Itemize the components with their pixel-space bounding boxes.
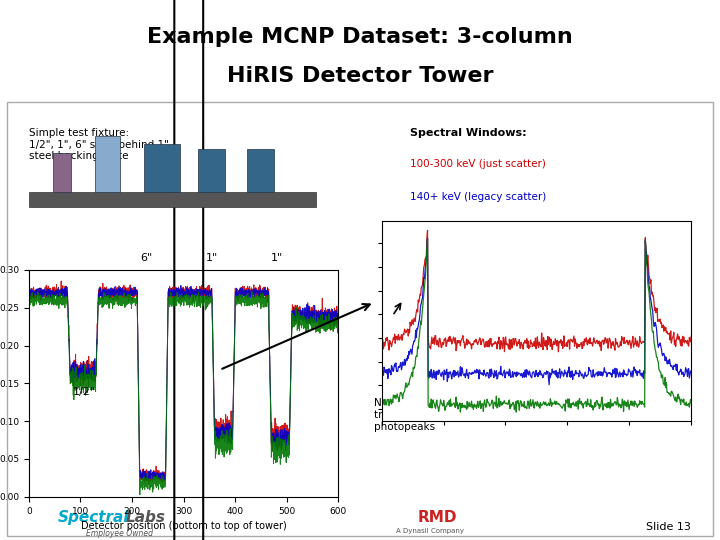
Text: RMD: RMD: [418, 510, 457, 525]
Text: Employee Owned: Employee Owned: [86, 529, 153, 538]
Text: A Dynasil Company: A Dynasil Company: [396, 528, 464, 534]
FancyBboxPatch shape: [95, 136, 120, 192]
Text: 1": 1": [270, 253, 283, 263]
FancyBboxPatch shape: [53, 153, 71, 192]
Text: Spectral Windows:: Spectral Windows:: [410, 128, 527, 138]
Text: 140+ keV (legacy scatter): 140+ keV (legacy scatter): [410, 192, 546, 202]
Text: 1": 1": [205, 253, 217, 263]
FancyBboxPatch shape: [198, 148, 225, 192]
FancyBboxPatch shape: [29, 192, 316, 207]
Text: Slide 13: Slide 13: [647, 522, 691, 532]
Text: 1/2": 1/2": [73, 387, 96, 397]
Text: Spectral: Spectral: [58, 510, 129, 525]
FancyBboxPatch shape: [246, 148, 274, 192]
Text: HiRIS Detector Tower: HiRIS Detector Tower: [227, 66, 493, 86]
Text: Labs: Labs: [126, 510, 166, 525]
Text: 6": 6": [140, 253, 153, 263]
Text: Simple test fixture:
1/2", 1", 6" steel behind 1"
steel backing plate: Simple test fixture: 1/2", 1", 6" steel …: [29, 128, 168, 161]
X-axis label: Detector position (bottom to top of tower): Detector position (bottom to top of towe…: [81, 521, 287, 531]
Text: 100-300 keV (just scatter): 100-300 keV (just scatter): [410, 159, 546, 169]
FancyBboxPatch shape: [144, 144, 180, 192]
Text: 1.1 – 1.4 MeV (photopeaks): 1.1 – 1.4 MeV (photopeaks): [410, 226, 554, 235]
Text: Note sharper contrast on
transition to image feature for
photopeaks: Note sharper contrast on transition to i…: [374, 399, 533, 431]
Text: Example MCNP Dataset: 3-column: Example MCNP Dataset: 3-column: [147, 27, 573, 47]
